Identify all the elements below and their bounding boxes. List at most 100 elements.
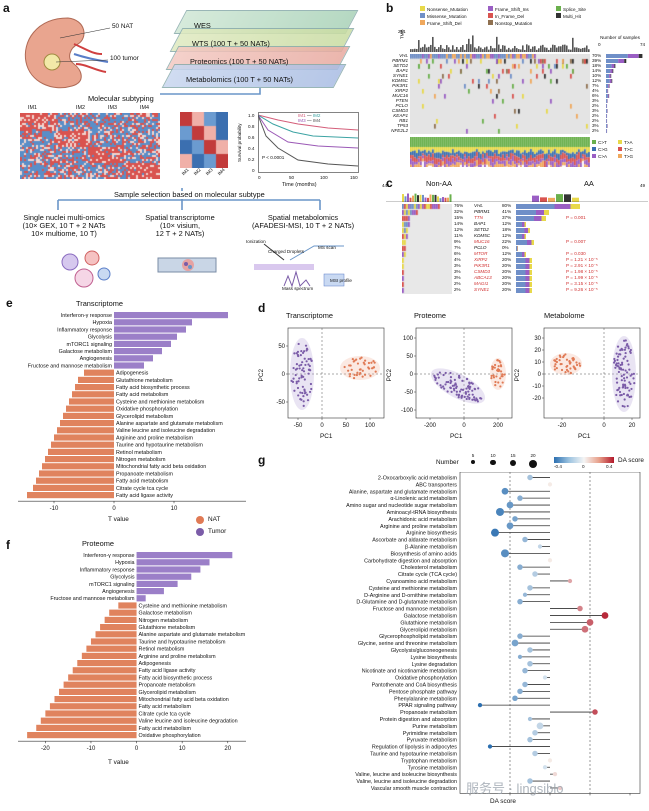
chart-g-dot [547, 758, 553, 763]
kidney-label-nat: 50 NAT [112, 23, 134, 30]
tmb-bar [470, 44, 472, 52]
oncoprint-percent: 3% [592, 123, 599, 128]
pca-point [302, 370, 306, 373]
pca-point [564, 353, 567, 356]
legend-swatch [420, 20, 425, 25]
mutation-legend-label: Nonsense_Mutation [427, 7, 468, 12]
size-legend-item: 15 [506, 453, 520, 467]
chart-g-dot [517, 654, 523, 659]
chart-g-dot [496, 507, 504, 516]
pca-point [467, 385, 470, 388]
pca-point [565, 358, 569, 361]
tmb-bar [500, 48, 502, 52]
chart-e-bar [54, 434, 114, 441]
chart-f-x-tick-label: -10 [87, 746, 96, 752]
survival-legend-im1: IM1 [298, 113, 306, 118]
chart-g-dot [532, 571, 538, 577]
pca-point [578, 362, 581, 365]
survival-legend-im4: IM4 [312, 117, 321, 123]
chart-g-category-label: 2-Oxocarboxylic acid metabolism [378, 475, 458, 481]
pca-y-tick-label: 0 [538, 372, 542, 378]
pca-point [303, 350, 306, 353]
sample-bar-frameshift [608, 84, 610, 88]
pca-point [470, 381, 473, 385]
non-aa-tmb-bar [439, 198, 442, 202]
panel-b: Nonsense_Mutation Frame_Shift_Ins Splice_S… [386, 0, 648, 172]
mutation-legend-item: Multi_Hit [556, 13, 581, 20]
tmb-bar [504, 45, 506, 52]
pca-point [555, 357, 558, 361]
cluster-labels: IM1 IM2 IM3 IM4 [178, 167, 238, 184]
pca-point [290, 379, 293, 382]
tmb-bar [438, 47, 440, 52]
tmb-bar [524, 49, 526, 52]
pca-xlabel-transcriptome: PC1 [320, 433, 333, 440]
pca-frame [287, 327, 385, 419]
pca-point [626, 386, 629, 389]
comparison-pvalue: P = 1.98 × 10⁻⁵ [566, 269, 598, 274]
comparison-gene: SETD2 [474, 227, 489, 232]
pca-point [632, 377, 635, 380]
comparison-row: 3% CSMD3 20% P = 1.98 × 10⁻⁵ [452, 269, 648, 276]
pca-ylabel-transcriptome: PC2 [258, 368, 266, 382]
pca-point [553, 365, 556, 368]
pca-proteome: -200 0 200 100 50 0 -50 -100 [401, 327, 513, 429]
tmb-bars [410, 35, 590, 52]
pca-point [623, 379, 626, 382]
comparison-pvalue: P = 9.26 × 10⁻⁵ [566, 287, 598, 292]
visium-slide-illustration [157, 257, 217, 273]
non-aa-tmb-bar [414, 193, 417, 202]
chart-f-category-label: Mitochondrial fatty acid beta oxidation [139, 697, 229, 703]
pca-point [361, 369, 364, 372]
non-aa-percent: 3% [454, 269, 461, 274]
pca-point [297, 394, 300, 397]
tmb-max: 251 [398, 29, 406, 34]
cluster-heatmap [180, 112, 228, 168]
tmb-bar [430, 44, 432, 52]
tmb-bar [586, 45, 588, 52]
pca-point [555, 367, 558, 370]
comparison-pvalue: P = 0.001 [566, 215, 586, 220]
pca-point [618, 386, 621, 389]
pca-point [466, 395, 469, 398]
pca-point [567, 370, 570, 373]
pca-point [578, 364, 582, 367]
pca-x-tick-label: 200 [493, 423, 504, 429]
aa-frequency-bar [516, 204, 580, 209]
aa-tmb-bar [532, 195, 539, 202]
tmb-bar [492, 48, 494, 52]
pca-point [492, 374, 495, 377]
chart-e-bar [78, 376, 114, 383]
chart-g-dot [517, 688, 523, 695]
chart-e-category-label: Adipogenesis [116, 371, 149, 377]
pca-point [360, 356, 363, 359]
size-legend-item: 10 [486, 453, 500, 466]
chart-g-category-label: Citrate cycle (TCA cycle) [398, 572, 457, 578]
tmb-bar [528, 45, 530, 52]
chart-e-bar [63, 412, 114, 419]
chart-e-category-label: Fatty acid metabolism [116, 392, 169, 398]
pca-point [460, 388, 463, 391]
pca-point [476, 400, 479, 403]
survival-plot [258, 112, 359, 173]
oncoprint-gene-label: KDM5C [391, 78, 408, 83]
kidney-label-tumor: 100 tumor [110, 55, 139, 62]
aa-percent: 20% [502, 257, 512, 262]
panel-e: Transcriptome Interferon-γ response Hypox… [0, 296, 252, 528]
chart-f-category-label: Cysteine and methionine metabolism [139, 603, 228, 609]
pca-y-tick-label: 50 [406, 354, 413, 360]
chart-f-category-label: Fatty acid biosynthetic process [139, 675, 213, 681]
oncoprint-gene-label: XIRP2 [394, 88, 408, 93]
oncoprint-percent: 4% [592, 88, 599, 93]
chart-e-category-label: Taurine and hypotaurine metabolism [116, 443, 203, 449]
sample-bar-missense [606, 109, 607, 113]
pca-point [627, 363, 630, 366]
tmb-bar [498, 44, 500, 52]
panel-label-c: c [386, 176, 393, 190]
panel-g: Number 5 10 15 20 -0.4 0 0.4 DA score 2-Oxo… [260, 453, 648, 810]
pca-point [309, 382, 313, 386]
pca-point [293, 352, 296, 355]
pca-point [500, 370, 503, 373]
oncoprint-percent: 14% [592, 68, 602, 73]
survival-yticks: 1.0 0.8 0.6 0.4 0.2 0 [248, 113, 256, 174]
